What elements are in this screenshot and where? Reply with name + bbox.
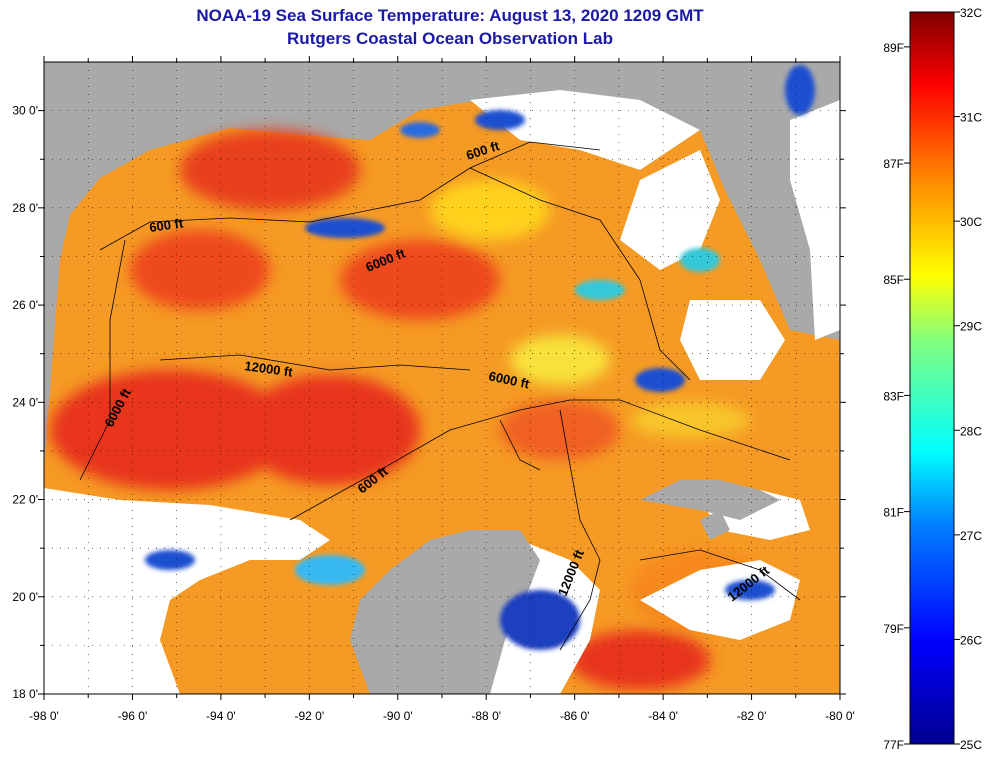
colorbar-f-label: 85F (883, 273, 904, 287)
y-tick-label: 30 0' (12, 104, 38, 118)
colorbar-f-label: 77F (883, 738, 904, 752)
colorbar-f-label: 81F (883, 506, 904, 520)
x-tick-label: -96 0' (118, 709, 148, 723)
colorbar: 32C 31C 30C 29C 28C 27C 26C 25C 89F 87F 85F 83F 81F… (883, 6, 982, 752)
map-body (44, 62, 840, 694)
colorbar-f-label: 89F (883, 41, 904, 55)
x-tick-label: -90 0' (383, 709, 413, 723)
x-tick-label: -86 0' (560, 709, 590, 723)
y-tick-label: 26 0' (12, 298, 38, 312)
y-axis: 18 0' 20 0' 22 0' 24 0' 26 0' 28 0' 30 0' (12, 104, 846, 701)
contour-label: 12000 ft (244, 358, 295, 380)
x-tick-label: -94 0' (206, 709, 236, 723)
y-tick-label: 20 0' (12, 590, 38, 604)
colorbar-f-label: 87F (883, 157, 904, 171)
colorbar-c-label: 26C (960, 633, 982, 647)
colorbar-fahrenheit-labels: 89F 87F 85F 83F 81F 79F 77F (883, 41, 910, 752)
colorbar-c-label: 32C (960, 6, 982, 20)
colorbar-f-label: 79F (883, 622, 904, 636)
cloud-cover (44, 90, 840, 694)
y-tick-label: 18 0' (12, 687, 38, 701)
colorbar-celsius-labels: 32C 31C 30C 29C 28C 27C 26C 25C (954, 6, 982, 752)
x-tick-label: -88 0' (471, 709, 501, 723)
colorbar-c-label: 25C (960, 738, 982, 752)
y-tick-label: 22 0' (12, 493, 38, 507)
map-subtitle: Rutgers Coastal Ocean Observation Lab (287, 29, 613, 48)
x-tick-label: -92 0' (295, 709, 325, 723)
contour-label: 600 ft (148, 215, 184, 235)
colorbar-gradient (909, 11, 955, 745)
landmasses (350, 480, 780, 694)
colorbar-c-label: 29C (960, 320, 982, 334)
x-axis: -98 0' -96 0' -94 0' -92 0' -90 0' -88 0' -86 … (29, 56, 855, 723)
x-tick-label: -84 0' (648, 709, 678, 723)
colorbar-f-label: 83F (883, 389, 904, 403)
colorbar-c-label: 27C (960, 529, 982, 543)
x-tick-label: -80 0' (825, 709, 855, 723)
colorbar-c-label: 31C (960, 111, 982, 125)
depth-contours (79, 141, 801, 651)
map-title: NOAA-19 Sea Surface Temperature: August … (196, 6, 704, 25)
x-tick-label: -98 0' (29, 709, 59, 723)
y-tick-label: 24 0' (12, 395, 38, 409)
colorbar-c-label: 30C (960, 215, 982, 229)
cool-water-patches (145, 65, 815, 650)
colorbar-c-label: 28C (960, 424, 982, 438)
y-tick-label: 28 0' (12, 201, 38, 215)
x-tick-label: -82 0' (737, 709, 767, 723)
